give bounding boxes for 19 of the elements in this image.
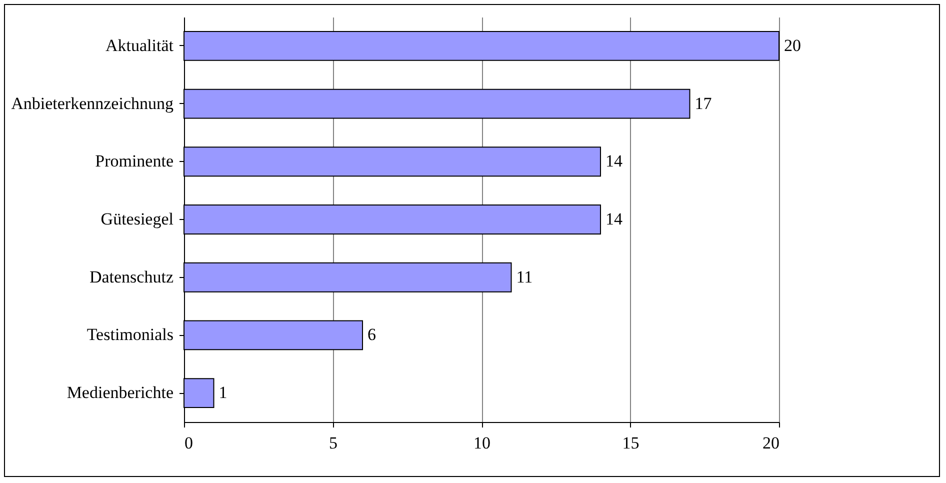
y-tick-label: Datenschutz	[89, 267, 174, 286]
x-tick-label: 10	[474, 434, 490, 452]
data-label: 17	[694, 94, 712, 113]
data-label: 11	[516, 267, 533, 286]
y-tick-label: Testimonials	[86, 325, 174, 344]
y-tick-label: Medienberichte	[66, 383, 174, 402]
data-label: 14	[606, 152, 623, 171]
y-tick-label: Anbieterkennzeichnung	[11, 94, 174, 113]
data-label: 6	[368, 325, 376, 344]
data-label: 20	[784, 36, 801, 55]
data-label: 1	[218, 383, 228, 402]
data-label: 14	[606, 210, 623, 228]
x-tick-label: 20	[762, 434, 780, 452]
x-tick-label: 15	[622, 434, 640, 452]
y-tick-label: Gütesiegel	[100, 210, 174, 228]
x-tick-label: 0	[184, 434, 193, 452]
y-tick-label: Aktualität	[106, 36, 174, 55]
y-tick-label: Prominente	[95, 152, 174, 171]
x-tick-label: 5	[329, 434, 338, 452]
